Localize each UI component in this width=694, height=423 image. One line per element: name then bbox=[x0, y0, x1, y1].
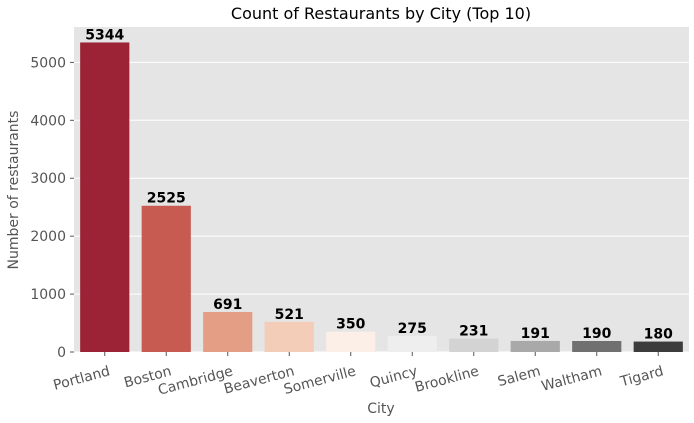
bar-salem bbox=[510, 340, 560, 352]
bars bbox=[80, 42, 683, 353]
bar-value-labels: 5344 2525 691 521 350 275 231 191 190 180 bbox=[85, 27, 673, 342]
x-tick-label: Waltham bbox=[540, 363, 604, 395]
bar-value-label: 521 bbox=[275, 307, 304, 323]
x-tick-label: Tigard bbox=[618, 363, 665, 390]
bar-value-label: 2525 bbox=[147, 191, 186, 207]
bar-portland bbox=[80, 42, 130, 353]
y-tick-label: 2000 bbox=[30, 229, 66, 245]
bar-value-label: 5344 bbox=[85, 27, 124, 43]
chart-title: Count of Restaurants by City (Top 10) bbox=[231, 4, 531, 23]
x-tick-label: Quincy bbox=[368, 363, 419, 391]
bar-somerville bbox=[326, 331, 376, 352]
y-tick-label: 3000 bbox=[30, 171, 66, 187]
bar-value-label: 350 bbox=[336, 317, 365, 333]
bar-value-label: 275 bbox=[398, 321, 427, 337]
bar-value-label: 180 bbox=[644, 327, 673, 343]
bar-cambridge bbox=[203, 311, 253, 352]
bar-beaverton bbox=[264, 321, 314, 352]
x-axis-ticks: Portland BostonCambridgeBeavertonSomervil… bbox=[52, 352, 665, 399]
y-tick-label: 0 bbox=[57, 345, 66, 361]
bar-value-label: 191 bbox=[521, 326, 550, 342]
y-axis-ticks: 0 1000 2000 3000 4000 5000 bbox=[30, 55, 74, 361]
y-tick-label: 4000 bbox=[30, 113, 66, 129]
bar-value-label: 691 bbox=[213, 297, 242, 313]
y-tick-label: 5000 bbox=[30, 55, 66, 71]
bar-quincy bbox=[387, 336, 437, 352]
bar-value-label: 231 bbox=[459, 324, 488, 340]
x-tick-label: Salem bbox=[496, 363, 542, 390]
bar-boston bbox=[141, 205, 191, 352]
bar-tigard bbox=[633, 341, 683, 352]
x-axis-label: City bbox=[367, 401, 394, 417]
bar-waltham bbox=[572, 340, 622, 352]
y-axis-label: Number of restaurants bbox=[6, 111, 22, 270]
bar-brookline bbox=[449, 338, 499, 352]
y-tick-label: 1000 bbox=[30, 287, 66, 303]
x-tick-label: Brookline bbox=[413, 363, 480, 395]
bar-value-label: 190 bbox=[582, 326, 611, 342]
x-tick-label: Portland bbox=[52, 363, 112, 393]
